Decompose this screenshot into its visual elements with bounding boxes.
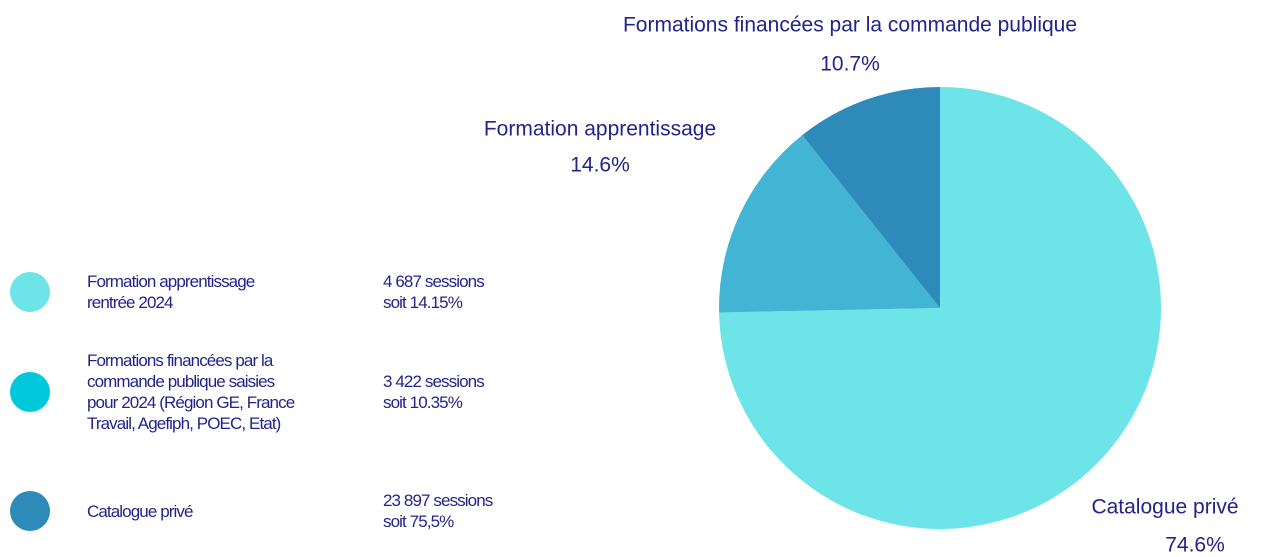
text-line: soit 75,5% xyxy=(383,512,454,531)
slice-value: 14.6% xyxy=(570,154,630,177)
slice-label: Formations financées par la commande pub… xyxy=(623,14,1077,37)
pie-slice xyxy=(719,135,940,313)
text-line: 3 422 sessions xyxy=(383,372,485,391)
text-line: rentrée 2024 xyxy=(87,293,174,312)
slice-value: 10.7% xyxy=(820,53,880,76)
text-line: Formation apprentissage xyxy=(87,272,255,291)
legend-label: Formation apprentissage rentrée 2024 xyxy=(87,271,255,313)
text-line: Formations financées par la xyxy=(87,351,273,370)
text-line: 23 897 sessions xyxy=(383,491,493,510)
pie-slice xyxy=(802,87,940,308)
legend-label: Catalogue privé xyxy=(87,501,193,522)
slice-value: 74.6% xyxy=(1165,534,1225,557)
slice-label: Formation apprentissage xyxy=(484,118,716,141)
legend-label: Formations financées par la commande publ… xyxy=(87,350,295,434)
text-line: Travail, Agefiph, POEC, Etat) xyxy=(87,414,281,433)
legend-dot xyxy=(10,272,50,312)
legend-detail: 23 897 sessions soit 75,5% xyxy=(383,490,493,532)
text-line: Catalogue privé xyxy=(87,501,193,521)
legend-dot xyxy=(10,372,50,412)
slice-label: Catalogue privé xyxy=(1091,496,1238,519)
pie-slice xyxy=(719,87,1161,529)
legend-detail: 3 422 sessions soit 10.35% xyxy=(383,371,485,413)
text-line: soit 14.15% xyxy=(383,293,463,312)
legend-detail: 4 687 sessions soit 14.15% xyxy=(383,271,485,313)
text-line: commande publique saisies xyxy=(87,372,275,391)
text-line: pour 2024 (Région GE, France xyxy=(87,393,295,412)
legend-dot xyxy=(10,491,50,531)
text-line: soit 10.35% xyxy=(383,393,463,412)
text-line: 4 687 sessions xyxy=(383,272,485,291)
